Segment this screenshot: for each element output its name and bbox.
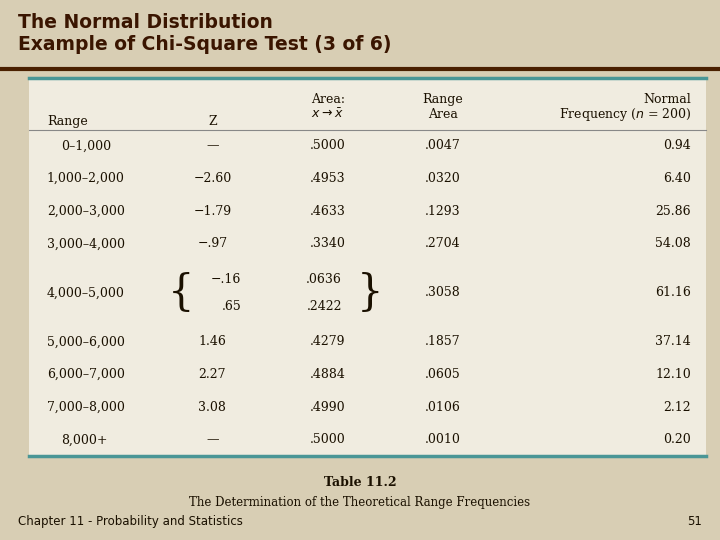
Text: 8,000+: 8,000+ bbox=[61, 434, 108, 447]
Text: 7,000–8,000: 7,000–8,000 bbox=[47, 401, 125, 414]
Text: 2.27: 2.27 bbox=[199, 368, 226, 381]
Text: Example of Chi-Square Test (3 of 6): Example of Chi-Square Test (3 of 6) bbox=[18, 35, 392, 54]
Text: .3340: .3340 bbox=[310, 238, 346, 251]
Text: .1857: .1857 bbox=[425, 335, 461, 348]
Text: .4990: .4990 bbox=[310, 401, 346, 414]
Text: }: } bbox=[356, 272, 383, 314]
Text: Range: Range bbox=[47, 115, 88, 128]
Text: 4,000–5,000: 4,000–5,000 bbox=[47, 286, 125, 300]
Text: 6,000–7,000: 6,000–7,000 bbox=[47, 368, 125, 381]
Text: .0636: .0636 bbox=[306, 273, 342, 286]
Text: .1293: .1293 bbox=[425, 205, 461, 218]
Text: .4279: .4279 bbox=[310, 335, 346, 348]
Text: 2.12: 2.12 bbox=[664, 401, 691, 414]
Text: −.16: −.16 bbox=[211, 273, 241, 286]
Text: 0.20: 0.20 bbox=[663, 434, 691, 447]
Text: 3,000–4,000: 3,000–4,000 bbox=[47, 238, 125, 251]
Text: 5,000–6,000: 5,000–6,000 bbox=[47, 335, 125, 348]
Text: .2422: .2422 bbox=[307, 300, 342, 313]
Text: .0047: .0047 bbox=[425, 139, 461, 152]
Text: Range: Range bbox=[423, 93, 463, 106]
Text: −1.79: −1.79 bbox=[194, 205, 231, 218]
Text: Z: Z bbox=[208, 115, 217, 128]
Text: Table 11.2: Table 11.2 bbox=[324, 476, 396, 489]
Text: 2,000–3,000: 2,000–3,000 bbox=[47, 205, 125, 218]
Text: .0010: .0010 bbox=[425, 434, 461, 447]
Text: .0106: .0106 bbox=[425, 401, 461, 414]
Text: .5000: .5000 bbox=[310, 434, 346, 447]
Text: .65: .65 bbox=[222, 300, 241, 313]
Text: 25.86: 25.86 bbox=[656, 205, 691, 218]
Text: The Determination of the Theoretical Range Frequencies: The Determination of the Theoretical Ran… bbox=[189, 496, 531, 509]
Text: .3058: .3058 bbox=[425, 286, 461, 300]
Text: 6.40: 6.40 bbox=[663, 172, 691, 185]
Text: —: — bbox=[206, 434, 219, 447]
Text: Area: Area bbox=[428, 108, 458, 121]
Text: .5000: .5000 bbox=[310, 139, 346, 152]
Text: —: — bbox=[206, 139, 219, 152]
Text: .0320: .0320 bbox=[425, 172, 461, 185]
Text: 3.08: 3.08 bbox=[199, 401, 226, 414]
FancyBboxPatch shape bbox=[29, 78, 706, 456]
Text: 54.08: 54.08 bbox=[655, 238, 691, 251]
Text: −.97: −.97 bbox=[197, 238, 228, 251]
Text: .4633: .4633 bbox=[310, 205, 346, 218]
Text: 0–1,000: 0–1,000 bbox=[61, 139, 112, 152]
Text: 1,000–2,000: 1,000–2,000 bbox=[47, 172, 125, 185]
Text: .2704: .2704 bbox=[425, 238, 461, 251]
Text: 1.46: 1.46 bbox=[199, 335, 226, 348]
Text: {: { bbox=[168, 272, 194, 314]
Text: .4953: .4953 bbox=[310, 172, 346, 185]
Text: Area:: Area: bbox=[310, 93, 345, 106]
Text: 0.94: 0.94 bbox=[663, 139, 691, 152]
Text: 61.16: 61.16 bbox=[655, 286, 691, 300]
Text: .4884: .4884 bbox=[310, 368, 346, 381]
Text: Chapter 11 - Probability and Statistics: Chapter 11 - Probability and Statistics bbox=[18, 515, 243, 528]
Text: The Normal Distribution: The Normal Distribution bbox=[18, 14, 273, 32]
Text: 12.10: 12.10 bbox=[655, 368, 691, 381]
Text: .0605: .0605 bbox=[425, 368, 461, 381]
Text: 51: 51 bbox=[687, 515, 702, 528]
Text: Frequency ($n$ = 200): Frequency ($n$ = 200) bbox=[559, 106, 691, 123]
Text: 37.14: 37.14 bbox=[655, 335, 691, 348]
Text: $x \rightarrow \bar{x}$: $x \rightarrow \bar{x}$ bbox=[311, 107, 344, 121]
Text: Normal: Normal bbox=[644, 93, 691, 106]
Text: −2.60: −2.60 bbox=[193, 172, 232, 185]
